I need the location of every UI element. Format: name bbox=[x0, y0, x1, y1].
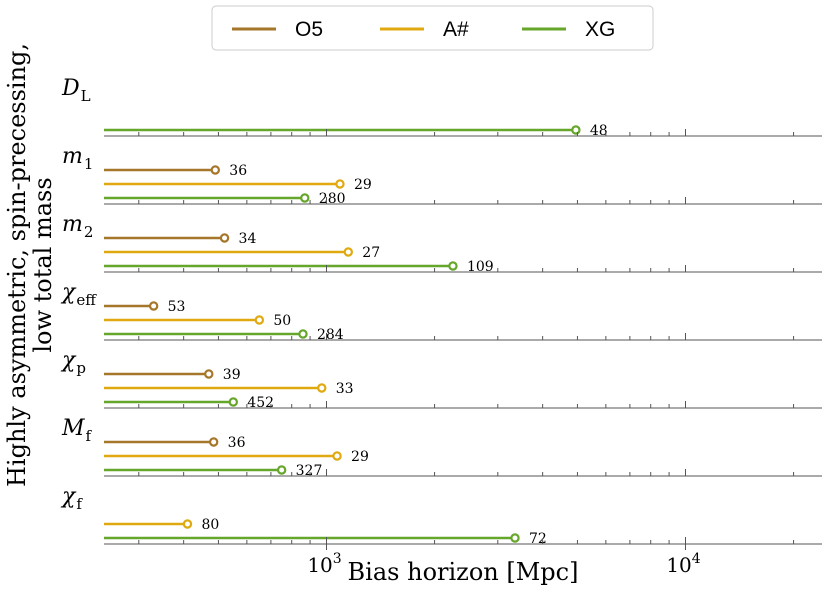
value-label: 36 bbox=[228, 435, 246, 451]
legend-label-O5: O5 bbox=[295, 18, 323, 41]
param-symbol: χ bbox=[60, 348, 77, 373]
value-label: 72 bbox=[529, 531, 547, 547]
param-symbol: M bbox=[61, 416, 85, 441]
bar-end-marker bbox=[219, 233, 230, 243]
bar-end-marker bbox=[571, 125, 581, 135]
bar-end-marker bbox=[208, 437, 219, 447]
tick-exponent: 4 bbox=[692, 551, 701, 567]
x-tick-label: 104 bbox=[666, 551, 700, 577]
value-label: 109 bbox=[467, 259, 494, 275]
bar-end-marker bbox=[228, 397, 238, 407]
bar-end-marker bbox=[332, 451, 342, 461]
value-label: 33 bbox=[336, 381, 354, 397]
param-label: χeff bbox=[60, 280, 97, 309]
value-label: 327 bbox=[296, 463, 323, 479]
tick-base: 10 bbox=[307, 553, 332, 577]
bar-end-marker bbox=[276, 465, 287, 475]
param-subscript: f bbox=[76, 495, 83, 513]
param-label: χp bbox=[60, 348, 86, 377]
param-subscript: f bbox=[86, 427, 93, 445]
param-symbol: m bbox=[62, 144, 83, 169]
bar-end-marker bbox=[148, 301, 159, 311]
y-axis-title-line: Highly asymmetric, spin-precessing, bbox=[3, 43, 31, 487]
bar-end-marker bbox=[210, 165, 220, 175]
bar-end-marker bbox=[317, 383, 327, 393]
param-label: m2 bbox=[62, 212, 93, 241]
bar-end-marker bbox=[254, 315, 265, 325]
tick-exponent: 3 bbox=[333, 551, 342, 567]
panel-χeff: χeff 53 50 284 bbox=[60, 280, 822, 343]
bar-end-marker bbox=[182, 519, 193, 529]
x-axis: 103 104 bbox=[307, 544, 701, 577]
bar-end-marker bbox=[204, 369, 214, 379]
value-label: 53 bbox=[168, 299, 186, 315]
x-axis-title: Bias horizon [Mpc] bbox=[348, 558, 579, 586]
value-label: 29 bbox=[354, 177, 372, 193]
value-label: 280 bbox=[319, 191, 346, 207]
panel-χp: χp 39 33 452 bbox=[60, 348, 822, 411]
panel-Mf: Mf 36 29 327 bbox=[61, 416, 822, 479]
bar-end-marker bbox=[298, 329, 308, 339]
value-label: 29 bbox=[351, 449, 369, 465]
panel-DL: DL 48 bbox=[61, 76, 822, 139]
bar-end-marker bbox=[343, 247, 353, 257]
param-subscript: L bbox=[81, 87, 91, 105]
panel-χf: χf 80 72 bbox=[60, 484, 822, 547]
bar-end-marker bbox=[300, 193, 310, 203]
value-label: 284 bbox=[317, 327, 344, 343]
x-tick-label: 103 bbox=[307, 551, 341, 577]
legend: O5 A# XG bbox=[211, 5, 654, 51]
param-label: m1 bbox=[62, 144, 93, 173]
param-label: DL bbox=[61, 76, 91, 105]
panel-m2: m2 34 27 109 bbox=[62, 212, 822, 275]
panel-m1: m1 36 29 280 bbox=[62, 144, 822, 207]
param-subscript: eff bbox=[76, 291, 97, 309]
value-label: 80 bbox=[201, 517, 219, 533]
param-label: Mf bbox=[61, 416, 93, 445]
value-label: 50 bbox=[273, 313, 291, 329]
param-symbol: χ bbox=[60, 280, 77, 305]
value-label: 48 bbox=[590, 123, 608, 139]
value-label: 39 bbox=[223, 367, 241, 383]
param-symbol: D bbox=[61, 76, 80, 101]
param-symbol: m bbox=[62, 212, 83, 237]
param-subscript: 2 bbox=[84, 223, 94, 241]
legend-frame bbox=[211, 5, 654, 51]
value-label: 27 bbox=[362, 245, 380, 261]
y-axis-title-line: low total mass bbox=[29, 177, 57, 352]
param-symbol: χ bbox=[60, 484, 77, 509]
value-label: 452 bbox=[247, 395, 274, 411]
value-label: 34 bbox=[239, 231, 257, 247]
param-subscript: p bbox=[76, 359, 86, 377]
value-label: 36 bbox=[229, 163, 247, 179]
legend-label-XG: XG bbox=[585, 18, 615, 41]
param-subscript: 1 bbox=[84, 155, 94, 173]
legend-label-A#: A# bbox=[443, 18, 469, 41]
param-label: χf bbox=[60, 484, 83, 513]
bar-end-marker bbox=[448, 261, 458, 271]
bar-end-marker bbox=[335, 179, 345, 189]
bar-end-marker bbox=[510, 533, 520, 543]
tick-base: 10 bbox=[666, 553, 691, 577]
y-axis-title: Highly asymmetric, spin-precessing,low t… bbox=[3, 43, 57, 487]
